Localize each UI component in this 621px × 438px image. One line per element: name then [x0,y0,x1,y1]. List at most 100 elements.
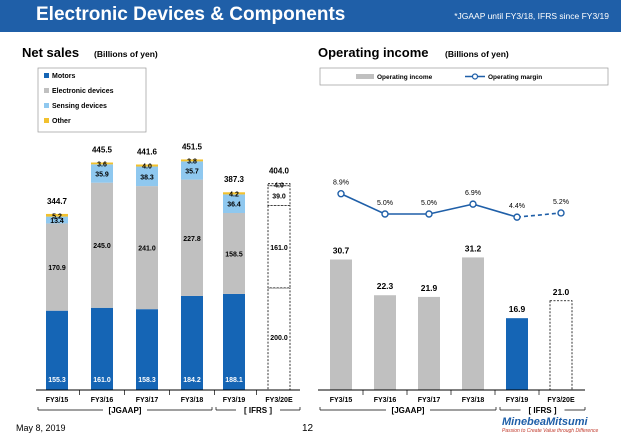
netsales-bar-2-4 [223,194,245,214]
netsales-value-3-4: 4.2 [229,191,239,198]
opincome-category-5: FY3/20E [547,397,575,404]
netsales-category-2: FY3/17 [136,397,159,404]
header-bar: Electronic Devices & Components *JGAAP u… [0,0,621,32]
opincome-value-4: 16.9 [509,304,526,314]
netsales-total-0: 344.7 [47,197,68,206]
company-logo: MinebeaMitsumi Passion to Create Value t… [502,417,612,435]
netsales-unit: (Billions of yen) [94,49,158,59]
legend-label-3: Other [52,118,71,125]
margin-legend-marker [471,73,479,80]
motors-label-bg-0 [46,374,68,384]
netsales-total-5: 404.0 [269,167,290,176]
margin-label-0: 8.9% [333,180,349,187]
netsales-bar-2-1 [91,164,113,183]
margin-segment-4 [516,212,562,218]
netsales-bar-3-0 [46,213,68,217]
opincome-unit: (Billions of yen) [445,49,509,59]
netsales-value-0-4: 188.1 [225,377,243,384]
legend-label-0: Motors [52,73,75,80]
opincome-bar-2 [418,296,440,390]
netsales-value-2-3: 35.7 [185,169,199,176]
netsales-value-1-3: 227.8 [183,236,201,243]
margin-label-1: 5.0% [377,200,393,207]
margin-label-4: 4.4% [509,203,525,210]
netsales-value-2-5: 39.0 [272,194,286,201]
netsales-value-1-0: 170.9 [48,265,66,272]
netsales-bar-3-3 [181,159,203,162]
opincome-category-2: FY3/17 [418,397,441,404]
margin-segment-2 [428,203,474,215]
netsales-title: Net sales [22,45,79,60]
margin-label-3: 6.9% [465,190,481,197]
netsales-bar-1-4 [223,213,245,294]
netsales-value-2-2: 38.3 [140,174,154,181]
netsales-value-3-5: 4.0 [274,183,284,190]
margin-point-0 [337,190,345,198]
netsales-category-0: FY3/15 [46,397,69,404]
netsales-category-4: FY3/19 [223,397,246,404]
opincome-category-4: FY3/19 [506,397,529,404]
netsales-bar-1-2 [136,186,158,310]
netsales-bar-0-4 [223,293,245,390]
opincome-group-jgaap-label: [JGAAP] [392,406,425,415]
opincome-category-3: FY3/18 [462,397,485,404]
netsales-legend-box [37,67,147,133]
motors-label-bg-2 [136,374,158,384]
netsales-value-1-5: 161.0 [270,245,288,252]
margin-label-2: 5.0% [421,200,437,207]
netsales-value-2-4: 36.4 [227,202,241,209]
motors-label-bg-3 [181,374,203,384]
netsales-bar-0-1 [91,307,113,390]
margin-point-4 [513,213,521,221]
netsales-value-3-0: 5.2 [52,213,62,220]
accounting-note: *JGAAP until FY3/18, IFRS since FY3/19 [454,11,609,21]
margin-point-1 [381,210,389,218]
opincome-bar-3 [462,257,484,390]
netsales-bar-1-0 [46,223,68,311]
netsales-value-3-3: 3.8 [187,158,197,165]
netsales-value-0-0: 155.3 [48,377,66,384]
netsales-value-1-4: 158.5 [225,251,243,258]
margin-label-5: 5.2% [553,199,569,206]
netsales-value-0-3: 184.2 [183,377,201,384]
netsales-group-ifrs-label-bg [236,404,280,416]
opincome-value-3: 31.2 [465,243,482,253]
netsales-value-3-2: 4.0 [142,164,152,171]
opincome-bar-1 [374,295,396,390]
legend-swatch-1 [44,88,49,93]
netsales-value-1-1: 245.0 [93,243,111,250]
opincome-title: Operating income [318,45,429,60]
opincome-group-ifrs-label: [ IFRS ] [529,406,557,415]
margin-segment-3 [472,203,518,218]
netsales-total-3: 451.5 [182,142,203,151]
netsales-bar-2-2 [136,166,158,187]
opincome-bar-0 [330,259,352,390]
page-number: 12 [302,423,314,434]
netsales-value-3-1: 3.6 [97,161,107,168]
netsales-bar-3-1 [91,162,113,165]
netsales-value-1-2: 241.0 [138,246,156,253]
opincome-bar-5 [549,300,573,391]
netsales-category-3: FY3/18 [181,397,204,404]
opincome-bar-4 [506,318,528,390]
opincome-group-jgaap-label-bg [386,404,430,416]
netsales-bar-0-0 [46,310,68,390]
margin-point-2 [425,210,433,218]
motors-label-bg-1 [91,374,113,384]
netsales-value-2-1: 35.9 [95,172,109,179]
netsales-bar-2-3 [181,161,203,180]
netsales-bar-3-5 [267,183,291,187]
legend-swatch-2 [44,103,49,108]
netsales-category-5: FY3/20E [265,397,293,404]
legend-label-2: Sensing devices [52,103,107,110]
netsales-group-jgaap-label-bg [103,404,147,416]
opincome-category-1: FY3/16 [374,397,397,404]
logo-name: MinebeaMitsumi [502,416,588,428]
opincome-value-0: 30.7 [333,246,350,256]
netsales-bar-2-0 [46,216,68,224]
netsales-group-jgaap-label: [JGAAP] [109,406,142,415]
legend-swatch-0 [44,73,49,78]
netsales-bar-0-3 [181,295,203,390]
netsales-total-4: 387.3 [224,175,245,184]
